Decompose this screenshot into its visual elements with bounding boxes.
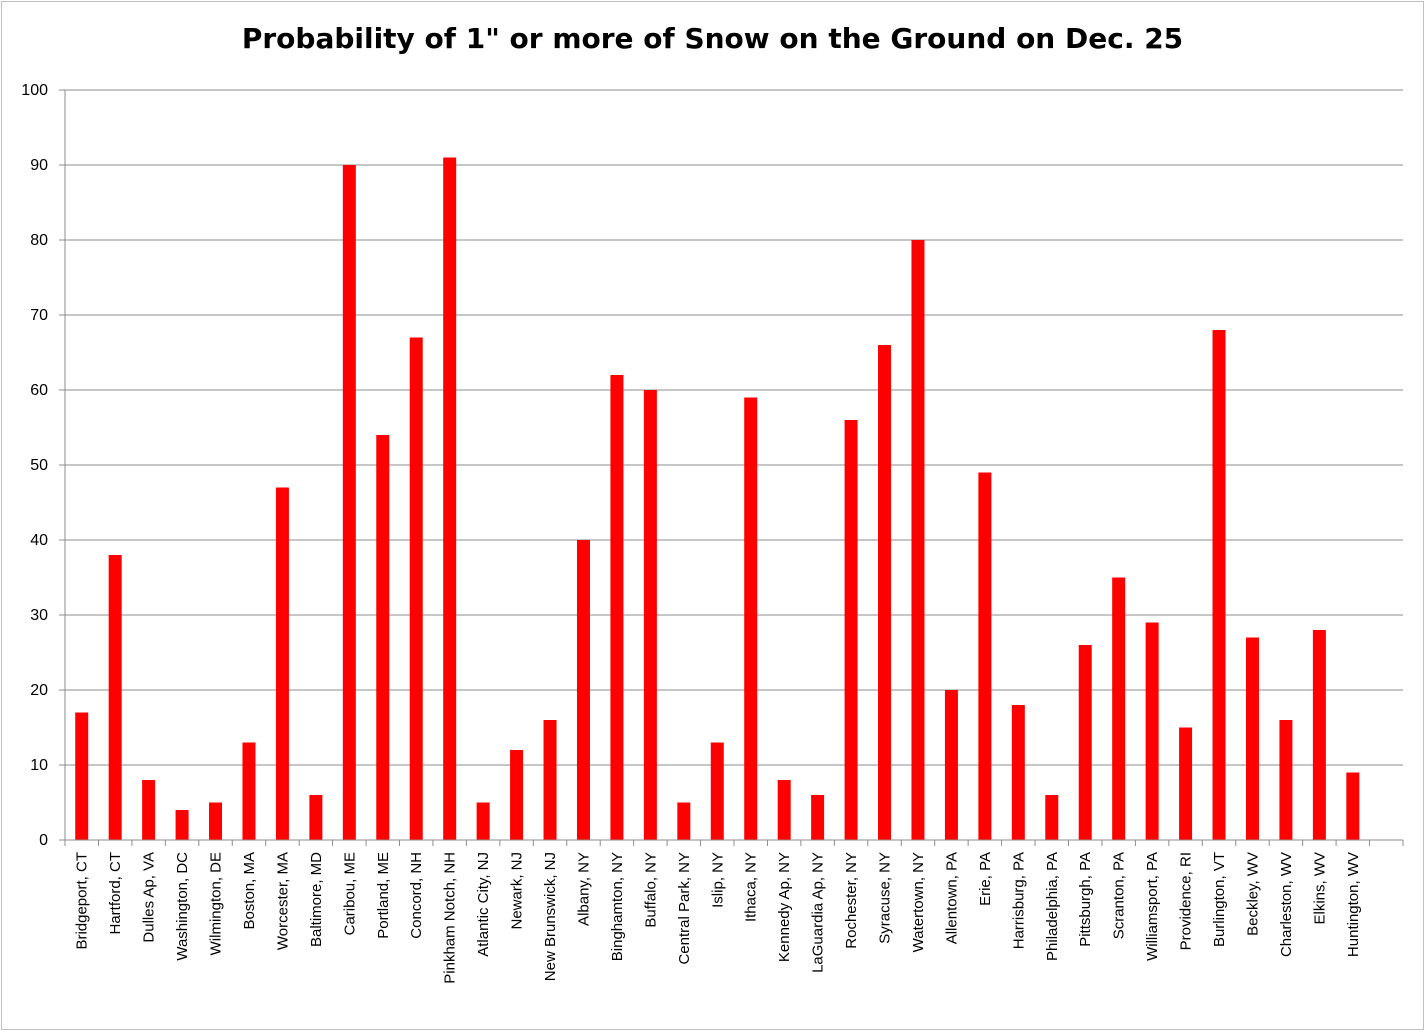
bar [1346,772,1360,840]
x-tick-label: Watertown, NY [910,852,927,952]
x-tick-label: Baltimore, MD [308,852,325,947]
bar [1145,622,1159,840]
bar [510,750,524,840]
x-tick-label: Ithaca, NY [743,852,760,922]
bar [1011,705,1025,840]
bar [911,240,925,840]
x-tick-label: Portland, ME [375,852,392,939]
x-tick-label: Islip, NY [709,852,726,908]
y-axis: 0 10 20 30 40 50 60 70 80 90 100 [21,82,66,849]
bar [710,742,724,840]
bar [275,487,289,840]
x-tick-label: New Brunswick, NJ [542,852,559,981]
bar [744,397,758,840]
x-axis: Bridgeport, CT Hartford, CT Dulles Ap, VA W… [64,839,1404,984]
x-tick-label: Hartford, CT [107,852,124,935]
x-tick-label: Atlantic City, NJ [475,852,492,957]
x-tick-label: Albany, NY [575,852,592,926]
bar [242,742,256,840]
bar [1112,577,1126,840]
bar [476,802,490,840]
x-tick-label: Buffalo, NY [642,852,659,928]
bar [1078,645,1092,840]
x-tick-label: LaGuardia Ap, NY [810,852,827,973]
x-tick-label: Pittsburgh, PA [1077,852,1094,947]
y-tick-label: 70 [30,307,48,324]
x-tick-label: Bridgeport, CT [74,852,91,950]
x-tick-label: Philadelphia, PA [1044,852,1061,961]
bar [543,720,557,840]
bar [576,540,590,840]
bar [342,165,356,840]
bar [944,690,958,840]
x-tick-label: Charleston, WV [1278,852,1295,957]
bar [376,435,390,840]
x-tick-label: Pinkham Notch, NH [442,852,459,984]
bar [1245,637,1259,840]
x-tick-label: Erie, PA [977,852,994,906]
bar [1179,727,1193,840]
bar [811,795,825,840]
x-tick-label: Williamsport, PA [1144,852,1161,961]
x-tick-label: Beckley, WV [1244,852,1261,936]
x-tick-label: Burlington, VT [1211,852,1228,947]
y-tick-label: 50 [30,457,48,474]
x-tick-label: Huntington, WV [1345,852,1362,957]
bar [878,345,892,840]
bar [1279,720,1293,840]
x-tick-label: Scranton, PA [1111,852,1128,939]
x-tick-label: Washington, DC [174,852,191,961]
bar [1212,330,1226,840]
y-tick-label: 100 [21,82,48,99]
y-tick-label: 0 [39,832,48,849]
bar [643,390,657,840]
y-tick-label: 10 [30,757,48,774]
x-tick-label: Allentown, PA [943,852,960,944]
bar [677,802,691,840]
bar [175,810,189,840]
bars [75,157,1360,840]
x-tick-label: Binghamton, NY [609,852,626,961]
x-tick-label: Central Park, NY [676,852,693,965]
x-tick-label: Rochester, NY [843,852,860,949]
x-tick-label: Dulles Ap, VA [141,852,158,943]
bar [610,375,624,840]
x-tick-label: Newark, NJ [509,852,526,930]
bar [309,795,323,840]
bar [142,780,156,840]
bar [978,472,992,840]
x-tick-label: Elkins, WV [1311,852,1328,925]
y-tick-label: 30 [30,607,48,624]
bar [1045,795,1059,840]
x-tick-label: Boston, MA [241,852,258,930]
bar [844,420,858,840]
x-tick-label: Providence, RI [1178,852,1195,950]
y-tick-label: 80 [30,232,48,249]
y-tick-label: 40 [30,532,48,549]
bar [108,555,122,840]
y-tick-label: 90 [30,157,48,174]
gridlines [65,89,1403,766]
bar [443,157,457,840]
x-tick-label: Caribou, ME [341,852,358,935]
y-tick-label: 60 [30,382,48,399]
x-tick-label: Syracuse, NY [877,852,894,944]
x-tick-label: Kennedy Ap, NY [776,852,793,962]
bar [209,802,223,840]
x-tick-label: Concord, NH [408,852,425,939]
y-tick-label: 20 [30,682,48,699]
bar [777,780,791,840]
x-tick-label: Worcester, MA [274,852,291,950]
x-tick-label: Harrisburg, PA [1010,852,1027,949]
bar [1312,630,1326,840]
chart-title: Probability of 1" or more of Snow on the… [241,22,1184,55]
bar [75,712,89,840]
bar [409,337,423,840]
x-tick-label: Wilmington, DE [208,852,225,955]
